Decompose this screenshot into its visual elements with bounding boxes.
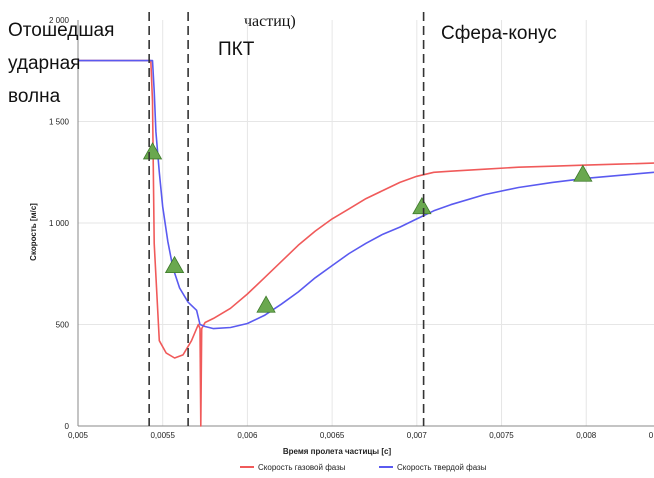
legend-label-gas: Скорость газовой фазы bbox=[258, 463, 346, 472]
gas-velocity-line bbox=[78, 59, 654, 427]
x-tick-label: 0,0065 bbox=[320, 431, 345, 440]
region-label-shock-line-3: волна bbox=[8, 86, 61, 107]
x-tick-label: 0,005 bbox=[68, 431, 89, 440]
x-tick-label: 0,0055 bbox=[150, 431, 175, 440]
triangle-marker bbox=[412, 196, 432, 215]
x-tick-label: 0,007 bbox=[407, 431, 428, 440]
chart-title-fragment: частиц) bbox=[244, 13, 296, 30]
y-axis-title: Скорость [м/с] bbox=[29, 203, 38, 261]
region-label-sphere-cone: Сфера-конус bbox=[441, 23, 557, 44]
region-label-pkt: ПКТ bbox=[218, 39, 255, 60]
x-axis-title: Время пролета частицы [с] bbox=[283, 447, 392, 456]
region-label-shock-line-1: Отошедшая bbox=[8, 20, 114, 41]
boundary-layer bbox=[148, 12, 425, 426]
triangle-marker bbox=[164, 255, 185, 274]
axes: 0,005 0,0055 0,006 0,0065 0,007 0,0075 0,008 0 0… bbox=[49, 16, 654, 440]
legend: Скорость газовой фазы Скорость твердой ф… bbox=[240, 463, 487, 472]
triangle-marker bbox=[142, 142, 163, 160]
x-tick-label: 0,0075 bbox=[489, 431, 514, 440]
y-tick-label: 0 bbox=[65, 422, 70, 431]
x-tick-label: 0 bbox=[649, 431, 654, 440]
region-label-shock-line-2: ударная bbox=[8, 53, 80, 74]
solid-velocity-line bbox=[78, 59, 654, 330]
legend-label-solid: Скорость твердой фазы bbox=[397, 463, 487, 472]
marker-layer bbox=[142, 142, 593, 313]
triangle-marker bbox=[256, 295, 276, 313]
x-tick-label: 0,006 bbox=[237, 431, 258, 440]
triangle-marker bbox=[573, 164, 593, 182]
grid bbox=[77, 20, 654, 427]
y-tick-label: 1 500 bbox=[49, 118, 70, 127]
y-tick-label: 1 000 bbox=[49, 219, 70, 228]
y-tick-label: 500 bbox=[56, 321, 70, 330]
x-tick-label: 0,008 bbox=[576, 431, 597, 440]
y-tick-label: 2 000 bbox=[49, 16, 70, 25]
series-layer bbox=[78, 59, 654, 427]
